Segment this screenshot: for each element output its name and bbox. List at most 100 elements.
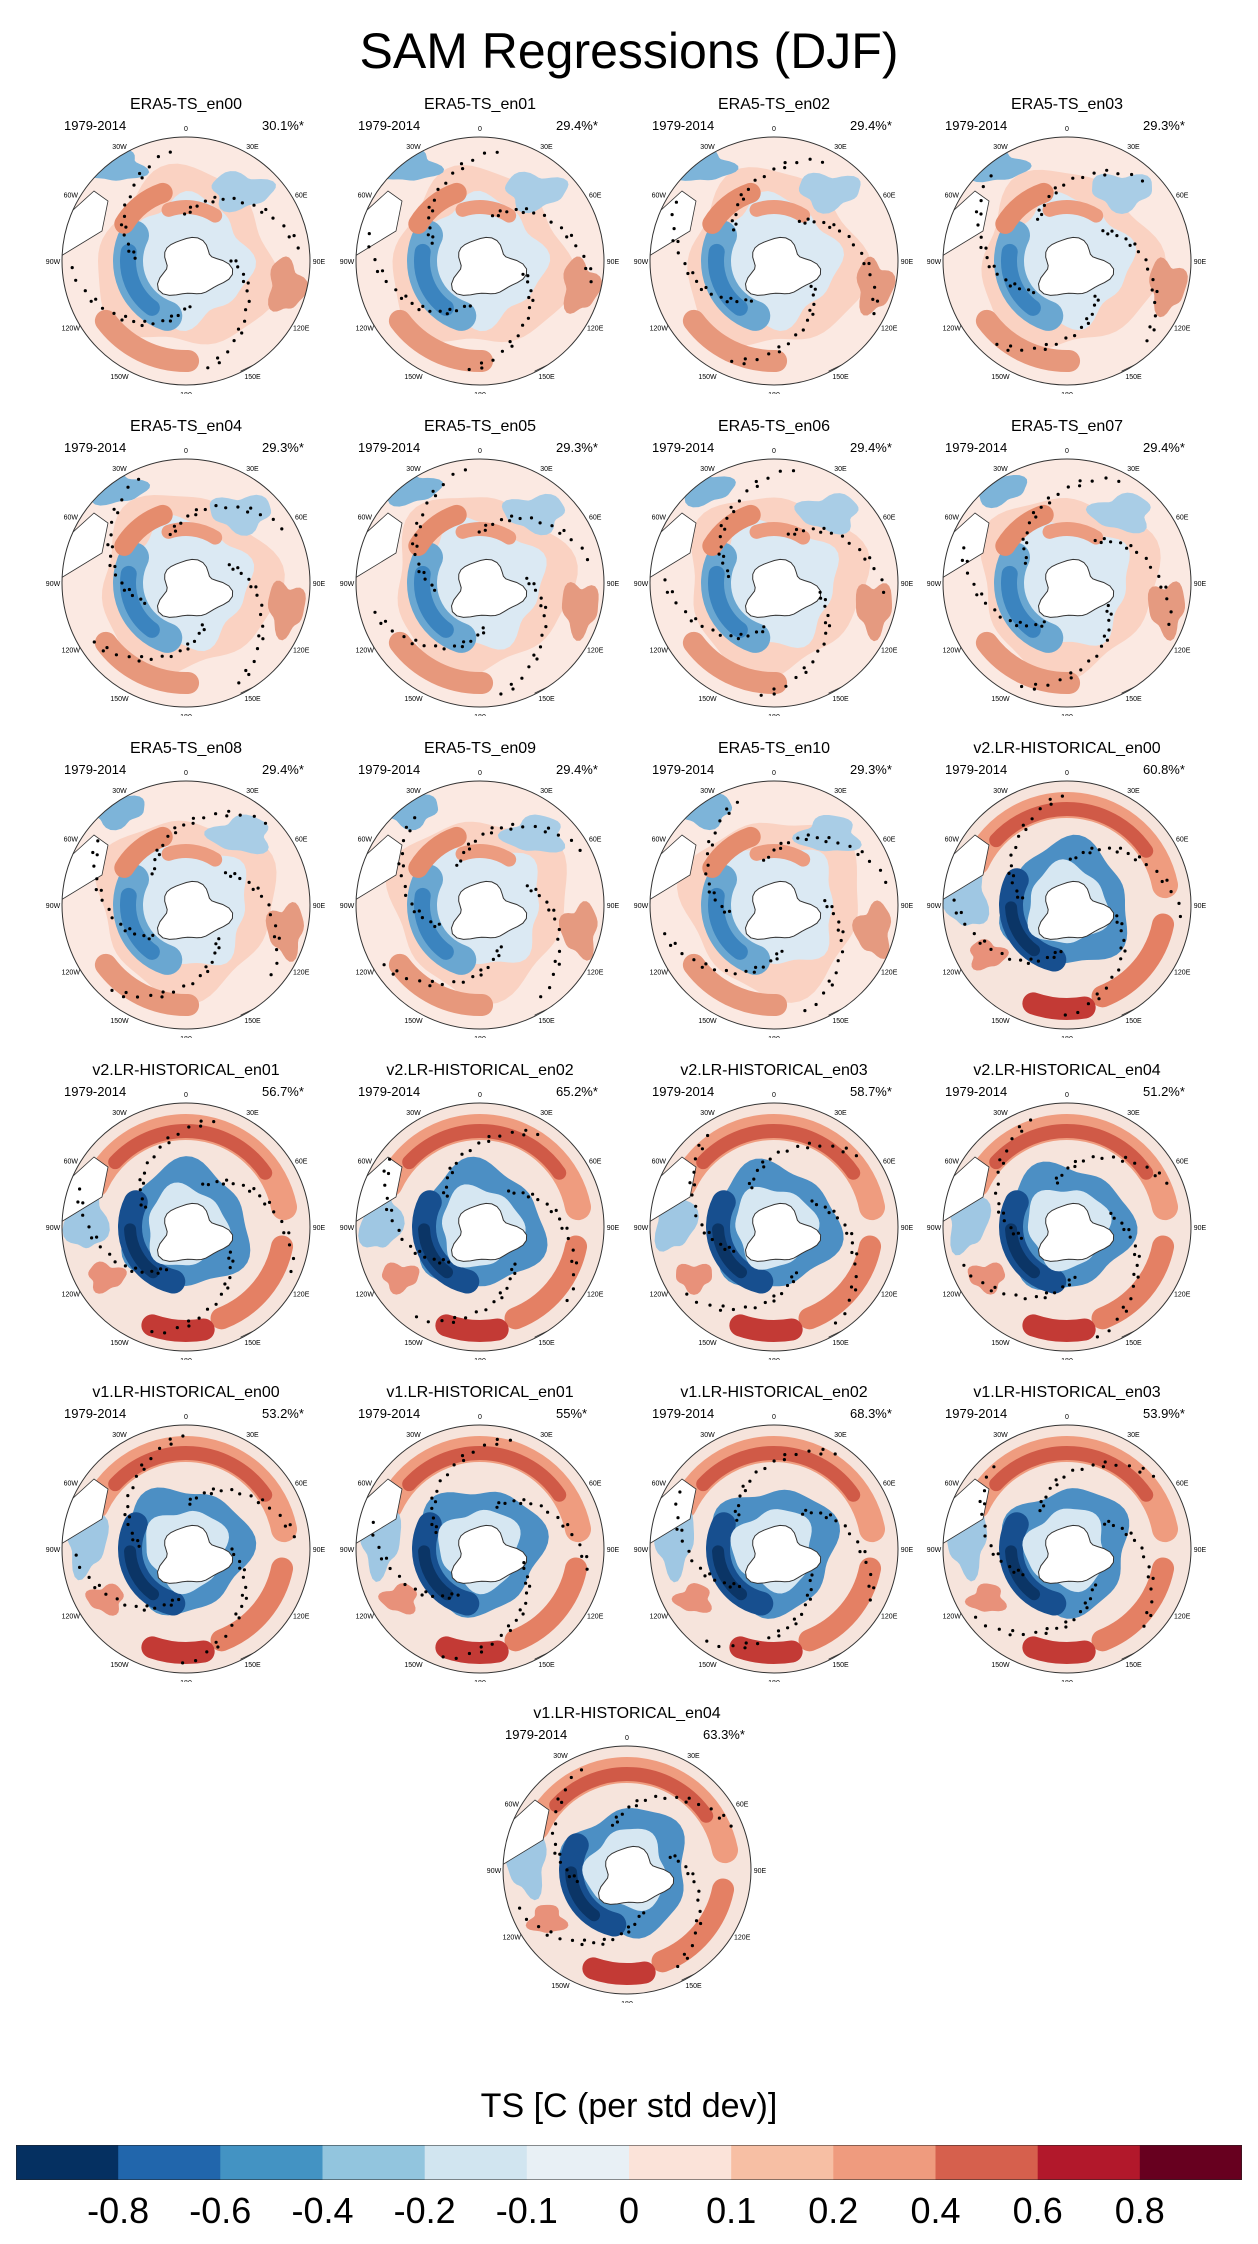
longitude-label: 60W — [652, 1481, 667, 1488]
stipple-dot — [676, 239, 680, 244]
longitude-label: 30E — [687, 1753, 700, 1760]
stipple-dot — [160, 654, 164, 658]
stipple-dot — [1107, 1329, 1111, 1333]
stipple-dot — [130, 1531, 134, 1535]
stipple-dot — [482, 1443, 487, 1447]
stipple-dot — [989, 1289, 993, 1293]
stipple-dot — [400, 852, 405, 856]
positive-anomaly-band — [729, 1636, 803, 1664]
negative-anomaly-core — [418, 1545, 454, 1601]
stipple-dot — [809, 1588, 813, 1592]
stipple-dot — [1153, 300, 1157, 305]
longitude-label: 150W — [110, 1662, 129, 1669]
longitude-label: 30E — [834, 144, 847, 151]
stipple-dot — [1064, 336, 1068, 340]
longitude-label: 180 — [180, 1680, 192, 1682]
stipple-dot — [853, 1262, 857, 1266]
longitude-label: 150E — [685, 1983, 702, 1990]
stipple-dot — [518, 516, 522, 521]
stipple-dot — [428, 226, 432, 230]
stipple-dot — [726, 569, 730, 573]
stipple-dot — [772, 848, 776, 852]
stipple-dot — [424, 1590, 428, 1594]
stipple-dot — [565, 1226, 569, 1230]
stipple-dot — [830, 983, 834, 987]
stipple-dot — [161, 319, 165, 323]
significance-stippling — [952, 794, 1182, 1017]
stipple-dot — [672, 227, 676, 231]
stipple-dot — [444, 1185, 449, 1189]
stipple-dot — [704, 962, 708, 966]
stipple-dot — [755, 484, 759, 488]
stipple-dot — [867, 261, 871, 266]
stipple-dot — [1120, 1526, 1124, 1530]
stipple-dot — [119, 223, 124, 227]
stipple-dot — [736, 203, 740, 207]
stipple-dot — [678, 1490, 682, 1494]
stipple-dot — [1155, 289, 1159, 294]
longitude-label: 150W — [404, 696, 423, 703]
stipple-dot — [186, 514, 190, 518]
stipple-dot — [1011, 874, 1016, 878]
stipple-dot — [627, 1805, 631, 1809]
panel-title: v1.LR-HISTORICAL_en04 — [533, 1705, 721, 1722]
positive-anomaly-core — [696, 1124, 861, 1180]
stipple-dot — [219, 1292, 223, 1296]
stipple-dot — [1062, 1475, 1066, 1479]
stipple-dot — [237, 681, 241, 685]
stipple-dot — [1034, 1295, 1038, 1299]
stipple-dot — [518, 1608, 522, 1612]
stipple-dot — [204, 965, 208, 969]
map-panel: 030E60E90E120E150E180150W120W90W60W30Wv1… — [628, 1382, 920, 1682]
stipple-dot — [453, 1315, 457, 1320]
panel-variance-explained: 29.4%* — [262, 762, 304, 777]
stipple-dot — [495, 949, 499, 953]
stipple-dot — [240, 1593, 244, 1597]
stipple-dot — [487, 1139, 491, 1143]
longitude-label: 150W — [991, 1340, 1010, 1347]
stipple-dot — [723, 527, 727, 531]
stipple-dot — [1109, 1211, 1113, 1215]
stipple-dot — [454, 1161, 458, 1165]
stipple-dot — [1000, 951, 1004, 956]
stipple-dot — [670, 590, 674, 594]
map-boundary — [649, 136, 899, 386]
stipple-dot — [743, 1646, 747, 1650]
positive-anomaly-region — [267, 580, 306, 641]
positive-anomaly-region — [265, 902, 304, 962]
stipple-dot — [153, 858, 157, 862]
stipple-dot — [1126, 851, 1130, 856]
stipple-dot — [404, 977, 409, 981]
stipple-dot — [434, 1530, 438, 1535]
stipple-dot — [461, 167, 465, 171]
stipple-dot — [707, 890, 711, 894]
longitude-label: 120W — [356, 326, 375, 333]
stipple-dot — [496, 214, 500, 218]
stipple-dot — [762, 1165, 766, 1169]
stipple-dot — [230, 1623, 234, 1627]
stipple-dot — [718, 819, 722, 823]
stipple-dot — [1014, 845, 1018, 850]
stipple-dot — [1110, 229, 1114, 233]
stipple-dot — [709, 1807, 713, 1811]
panel-title: v1.LR-HISTORICAL_en01 — [386, 1384, 574, 1401]
stipple-dot — [123, 1603, 127, 1607]
stipple-dot — [808, 1597, 812, 1601]
stipple-dot — [127, 587, 131, 592]
stipple-dot — [574, 1261, 579, 1265]
stipple-dot — [979, 199, 983, 203]
stipple-dot — [1053, 1291, 1057, 1295]
stipple-dot — [665, 590, 669, 594]
stipple-dot — [525, 1575, 530, 1579]
panel-period: 1979-2014 — [945, 1084, 1008, 1099]
stipple-dot — [722, 554, 726, 558]
stipple-dot — [197, 1316, 201, 1320]
stipple-dot — [509, 827, 513, 831]
stipple-dot — [462, 850, 466, 855]
stipple-dot — [847, 234, 851, 239]
stipple-dot — [1145, 1165, 1149, 1169]
longitude-label: 30W — [112, 466, 127, 473]
longitude-label: 90W — [927, 1225, 942, 1232]
stipple-dot — [466, 842, 471, 846]
panel-variance-explained: 29.4%* — [556, 762, 598, 777]
